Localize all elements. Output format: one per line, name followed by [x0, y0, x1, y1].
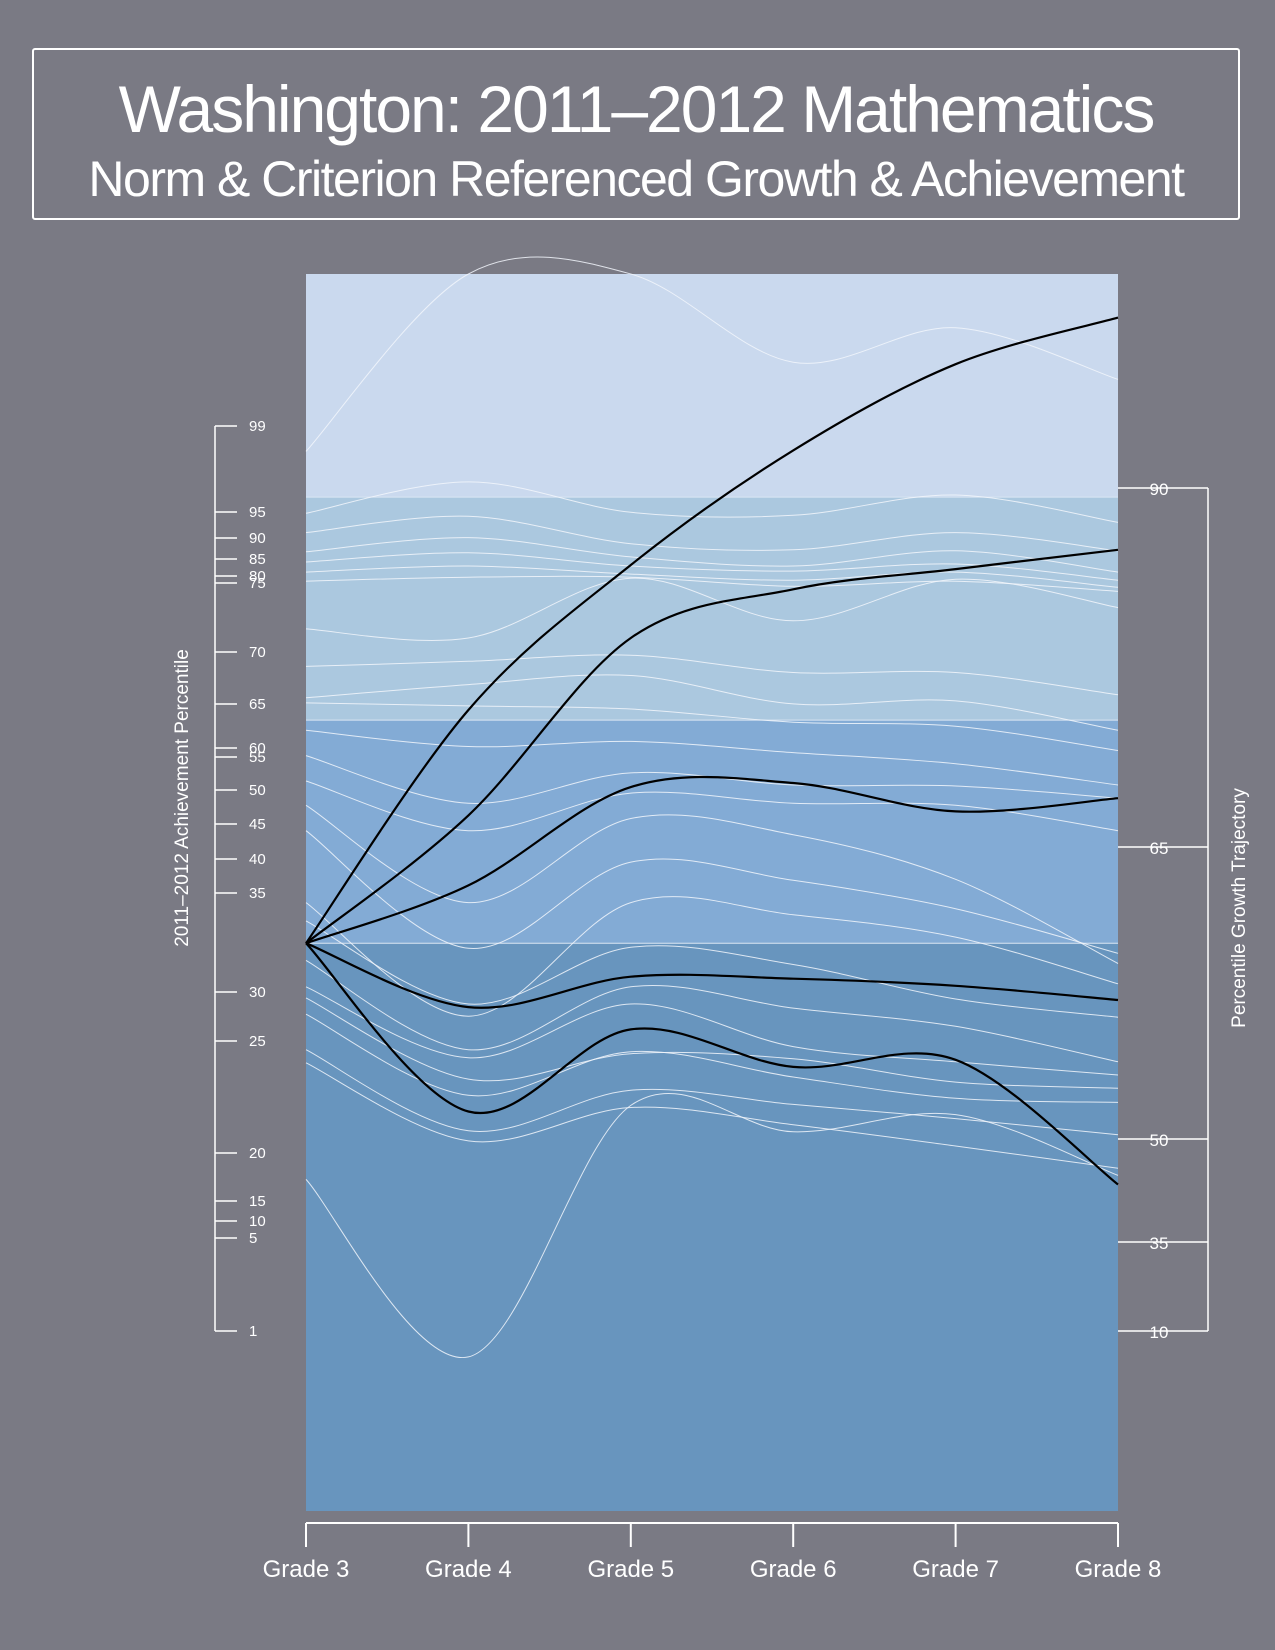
left-axis-label: 2011–2012 Achievement Percentile: [172, 649, 193, 947]
achievement-band: [306, 274, 1118, 498]
left-tick-label: 90: [249, 530, 266, 547]
left-tick-label: 55: [249, 749, 266, 766]
trajectory-line: [305, 775, 1119, 945]
title-box: Washington: 2011–2012 Mathematics Norm &…: [32, 48, 1240, 220]
percentile-curve: [305, 896, 1119, 1017]
achievement-band: [306, 720, 1118, 944]
percentile-curve: [305, 1093, 1119, 1358]
percentile-curve: [305, 575, 1119, 592]
x-tick-label: Grade 4: [425, 1556, 512, 1583]
percentile-curve: [305, 577, 1119, 641]
right-tick-label: 90: [1150, 480, 1169, 499]
page-title: Washington: 2011–2012 Mathematics: [118, 72, 1156, 146]
percentile-curve: [305, 920, 1119, 1018]
left-tick-label: 15: [249, 1193, 266, 1210]
right-axis: 10 35 50 65 90: [1118, 480, 1209, 1342]
left-tick-label: 35: [249, 885, 266, 902]
percentile-curve: [305, 537, 1119, 573]
percentile-curve: [305, 986, 1119, 1076]
achievement-bands: [306, 274, 1118, 1511]
percentile-curve: [305, 1013, 1119, 1103]
left-tick-label: 40: [249, 851, 266, 868]
left-tick-label: 1: [249, 1323, 257, 1340]
right-tick-label: 50: [1150, 1131, 1169, 1150]
left-tick-label: 70: [249, 644, 266, 661]
x-tick-label: Grade 6: [750, 1556, 837, 1583]
left-tick-label: 85: [249, 551, 266, 568]
percentile-curve: [305, 1049, 1119, 1136]
x-tick-label: Grade 8: [1075, 1556, 1162, 1583]
percentile-curve: [305, 1062, 1119, 1169]
percentile-curve: [305, 481, 1119, 523]
percentile-curve: [305, 780, 1119, 832]
left-tick-label: 25: [249, 1033, 266, 1050]
right-tick-label: 65: [1150, 839, 1169, 858]
percentile-curves: [305, 256, 1119, 1358]
left-tick-label: 95: [249, 504, 266, 521]
x-tick-label: Grade 3: [263, 1556, 350, 1583]
trajectory-line: [305, 942, 1119, 1186]
percentile-curve: [305, 515, 1119, 552]
page-subtitle: Norm & Criterion Referenced Growth & Ach…: [88, 151, 1185, 207]
trajectory-line: [305, 316, 1119, 944]
left-tick-label: 20: [249, 1145, 266, 1162]
left-tick-label: 45: [249, 816, 266, 833]
percentile-curve: [305, 755, 1119, 804]
percentile-curve: [305, 804, 1119, 964]
x-tick-label: Grade 7: [912, 1556, 999, 1583]
right-axis-label: Percentile Growth Trajectory: [1229, 788, 1250, 1028]
right-tick-label: 10: [1150, 1323, 1169, 1342]
left-tick-label: 30: [249, 984, 266, 1001]
left-tick-label: 50: [249, 782, 266, 799]
percentile-curve: [305, 702, 1119, 751]
x-tick-label: Grade 5: [587, 1556, 674, 1583]
percentile-curve: [305, 959, 1119, 1063]
trajectory-line: [305, 942, 1119, 1009]
left-tick-label: 65: [249, 696, 266, 713]
percentile-curve: [305, 830, 1119, 954]
achievement-band: [306, 497, 1118, 721]
left-tick-label: 5: [249, 1230, 257, 1247]
left-tick-label: 80: [249, 568, 266, 585]
percentile-curve: [305, 729, 1119, 786]
growth-trajectories: [305, 316, 1119, 1186]
achievement-band: [306, 943, 1118, 1511]
left-tick-label: 60: [249, 740, 266, 757]
left-tick-label: 10: [249, 1213, 266, 1230]
percentile-curve: [305, 674, 1119, 731]
percentile-curve: [305, 256, 1119, 452]
left-tick-label: 75: [249, 575, 266, 592]
percentile-curve: [305, 997, 1119, 1089]
percentile-curve: [305, 565, 1119, 588]
bottom-axis: Grade 3 Grade 4 Grade 5 Grade 6 Grade 7 Grade…: [263, 1522, 1162, 1583]
right-tick-label: 35: [1150, 1234, 1169, 1253]
percentile-curve: [305, 654, 1119, 696]
percentile-curve: [305, 552, 1119, 581]
left-tick-label: 99: [249, 418, 266, 435]
trajectory-line: [305, 548, 1119, 945]
